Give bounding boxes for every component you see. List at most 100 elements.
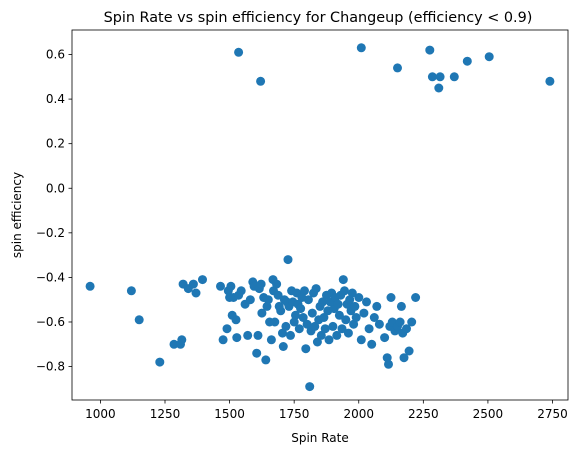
data-point [404,346,414,356]
data-point [298,313,308,322]
data-point [341,315,351,325]
data-point [372,301,382,311]
data-point [364,324,374,334]
x-tick-label: 1500 [214,407,245,421]
y-tick-label: 0.0 [46,181,65,195]
data-point [218,335,228,345]
data-point [261,355,271,365]
data-point [266,335,276,345]
x-tick-label: 1750 [279,407,310,421]
data-point [367,339,377,349]
data-point [126,286,136,296]
y-axis-ticks: −0.8 −0.6 −0.4 −0.2 0.0 0.2 0.4 0.6 [36,48,72,374]
data-point [289,317,299,327]
data-point [369,313,379,322]
data-point [340,286,349,296]
data-point [434,83,444,93]
data-point [300,286,309,296]
data-point [296,304,306,314]
data-point [425,45,435,55]
data-point [294,324,304,334]
y-tick-label: −0.2 [36,226,65,240]
data-point [319,313,329,322]
data-point [318,297,328,307]
data-point [272,279,282,289]
data-point [384,359,393,369]
x-axis-label: Spin Rate [291,431,349,445]
data-point [188,279,198,289]
data-point [343,328,353,338]
data-point [402,324,411,334]
y-tick-label: 0.2 [46,137,65,151]
data-point [407,317,417,327]
data-point [303,295,313,305]
data-point [380,333,390,343]
data-point [305,382,315,392]
data-point [307,308,317,318]
data-point [350,301,360,311]
data-point [351,313,361,322]
data-point [85,281,95,291]
data-point [252,348,262,358]
x-tick-label: 2250 [408,407,439,421]
data-point [281,321,291,331]
x-tick-label: 2750 [537,407,568,421]
data-point [234,47,244,57]
x-tick-label: 1250 [150,407,181,421]
data-point [177,335,187,345]
data-point [216,281,225,291]
data-point [311,284,321,294]
data-point [231,315,241,325]
data-point [396,301,406,311]
data-point [276,306,286,316]
data-point [320,324,330,334]
data-point [263,295,273,305]
data-point [449,72,459,82]
y-tick-label: −0.6 [36,315,65,329]
data-point [270,317,280,327]
data-point [338,275,348,285]
x-tick-label: 2000 [343,407,374,421]
data-point [198,275,207,285]
data-point [245,295,255,305]
data-point [232,333,242,343]
plot-area-frame [71,29,569,401]
chart-title: Spin Rate vs spin efficiency for Changeu… [104,10,533,26]
data-point [236,286,246,296]
data-point [356,335,366,345]
data-point [253,330,263,340]
data-point [411,293,421,302]
data-point [283,255,293,265]
data-point [334,310,344,320]
data-point [256,279,266,289]
data-point [328,321,338,331]
x-axis-ticks: 1000 1250 1500 1750 2000 2250 2500 2750 [85,400,568,421]
x-tick-label: 2500 [473,407,504,421]
data-point [312,337,322,347]
data-point [354,293,364,302]
data-point [374,319,384,329]
data-point [286,330,295,340]
data-point [359,308,369,318]
y-tick-label: 0.6 [46,48,65,62]
data-point [226,281,236,291]
data-point [435,72,445,82]
data-point [545,76,555,86]
data-point [191,288,201,298]
data-point [324,335,334,345]
data-point [169,339,179,349]
data-point [278,342,288,351]
y-axis-label: spin efficiency [10,172,24,258]
data-point [301,344,311,354]
data-point [399,353,409,363]
data-point [243,330,253,340]
data-point [134,315,144,325]
y-tick-label: −0.4 [36,270,65,284]
data-point [427,72,437,82]
data-point [302,319,312,329]
data-point [356,43,366,53]
data-point [257,308,267,318]
y-tick-label: −0.8 [36,360,65,374]
data-point [222,324,232,334]
